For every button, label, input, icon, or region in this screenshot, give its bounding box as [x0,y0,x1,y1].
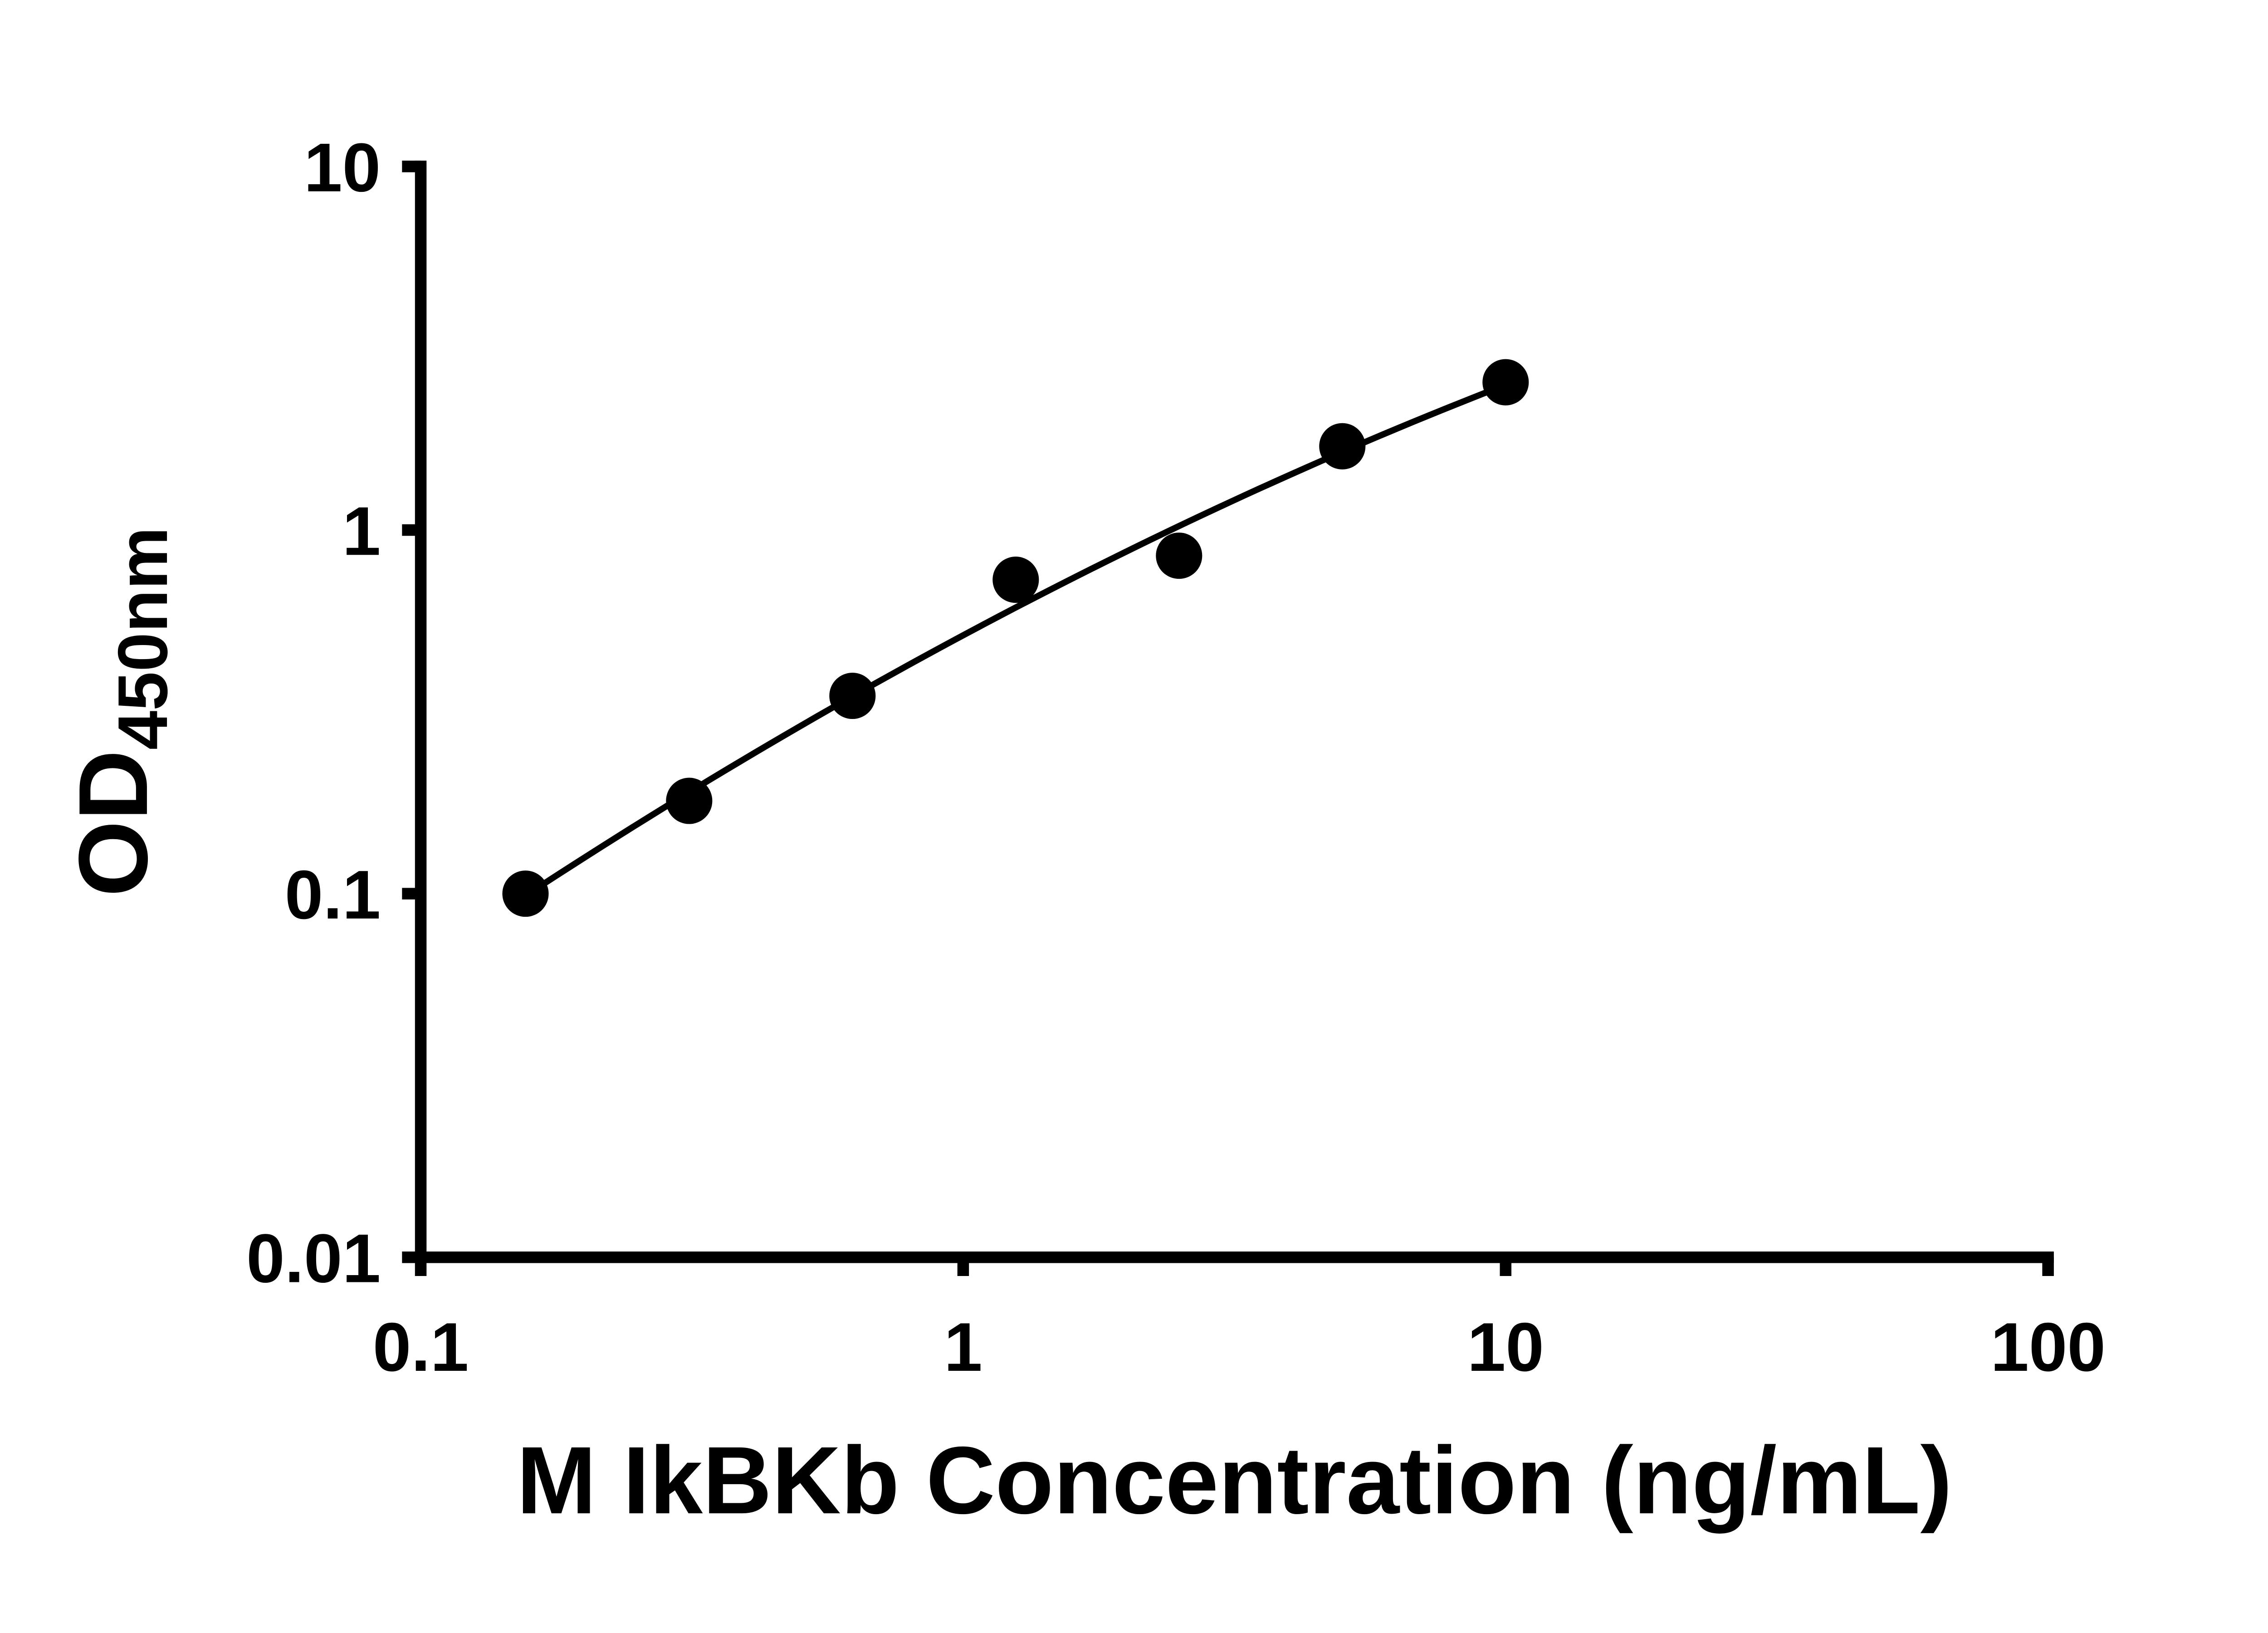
data-point [666,777,713,824]
y-axis-tick-label: 0.01 [246,1220,381,1297]
data-point [502,870,549,917]
x-axis-tick-label: 0.1 [373,1309,469,1386]
x-axis-tick-label: 100 [1990,1309,2106,1386]
x-axis-tick-label: 1 [944,1309,982,1386]
data-point [829,672,876,719]
data-point [1482,359,1529,406]
y-axis-tick-label: 10 [304,129,381,206]
y-axis-tick-label: 1 [342,493,381,570]
data-point [992,557,1039,603]
plot-background [0,15,2268,1618]
x-axis-title: M IkBKb Concentration (ng/mL) [517,1427,1952,1534]
y-axis-title-main: OD [59,750,168,897]
y-axis-title: OD450nm [59,527,182,897]
y-axis-title-subscript: 450nm [103,527,182,750]
y-axis-tick-label: 0.1 [285,856,381,934]
data-point [1319,423,1366,469]
data-point [1156,533,1202,579]
x-axis-tick-label: 10 [1467,1309,1544,1386]
